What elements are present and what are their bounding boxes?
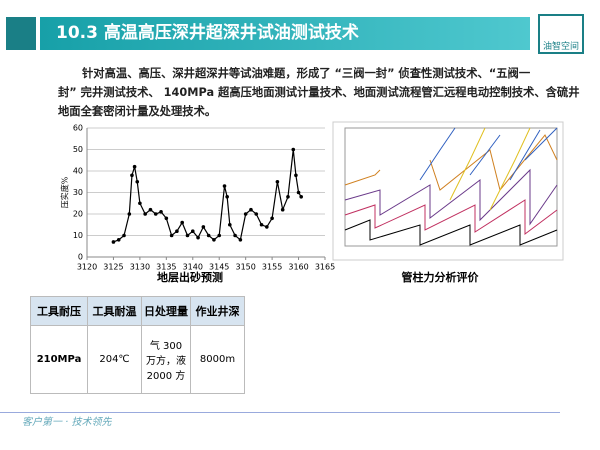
data-point — [164, 216, 169, 221]
right-figure-curves — [344, 127, 558, 247]
footer-line — [0, 412, 560, 413]
table-header: 工具耐压 — [29, 296, 89, 326]
data-point — [294, 173, 298, 178]
data-point — [148, 207, 153, 212]
data-point — [201, 225, 206, 229]
data-point — [270, 216, 274, 221]
x-tick-label: 3145 — [209, 263, 229, 272]
x-tick-label: 3125 — [103, 263, 123, 272]
y-tick-label: 40 — [73, 167, 83, 176]
paragraph-line: 地面全套密闭计量及处理技术。 — [58, 105, 217, 118]
data-point — [212, 238, 216, 242]
data-point — [259, 222, 264, 227]
paragraph-line: 针对高温、高压、深井超深井等试油难题，形成了 “三阀一封” 侦查性测试技术、“五… — [82, 67, 531, 80]
logo: 油智空间 — [538, 14, 584, 54]
data-point — [116, 238, 121, 242]
y-tick-label: 20 — [73, 210, 83, 219]
y-tick-label: 50 — [73, 145, 83, 154]
data-point — [185, 233, 190, 238]
x-tick-label: 3165 — [315, 263, 335, 272]
data-point — [138, 201, 142, 206]
spec-table: 工具耐压 工具耐温 日处理量 作业井深 210MPa 204℃ 气 300 万方… — [29, 296, 245, 394]
data-point — [180, 220, 184, 225]
data-point — [196, 235, 200, 240]
data-point — [132, 164, 137, 169]
data-point — [238, 238, 243, 242]
data-point — [254, 212, 259, 216]
table-header: 日处理量 — [141, 296, 191, 326]
paragraph-line: 封” 完井测试技术、 140MPa 超高压地面测试计量技术、地面测试流程管汇远程… — [58, 86, 580, 99]
header-title: 10.3 高温高压深井超深井试油测试技术 — [56, 23, 359, 43]
data-point — [122, 233, 126, 238]
x-tick-label: 3130 — [130, 263, 150, 272]
table-cell: 8000m — [190, 325, 245, 394]
x-tick-label: 3140 — [183, 263, 203, 272]
data-point — [243, 212, 248, 216]
x-tick-label: 3150 — [235, 263, 255, 272]
table-header: 作业井深 — [190, 296, 245, 326]
x-tick-label: 3135 — [156, 263, 176, 272]
y-tick-label: 60 — [73, 124, 83, 133]
data-point — [222, 184, 227, 188]
table-cell: 204℃ — [87, 325, 142, 394]
data-point — [249, 207, 253, 212]
table-cell: 210MPa — [29, 325, 89, 394]
data-point — [143, 212, 147, 216]
data-line — [113, 149, 302, 243]
data-point — [135, 179, 140, 184]
y-tick-label: 30 — [73, 188, 83, 197]
data-point — [130, 173, 134, 178]
data-point — [225, 195, 229, 199]
x-tick-label: 3155 — [262, 263, 282, 272]
data-point — [159, 210, 163, 214]
header-bar — [40, 17, 530, 50]
footer-text: 客户第一 · 技术领先 — [22, 417, 112, 428]
data-point — [217, 233, 222, 238]
data-point — [286, 195, 290, 199]
data-point — [265, 225, 269, 229]
data-point — [111, 240, 116, 244]
data-point — [296, 190, 301, 195]
data-point — [299, 195, 304, 199]
table-cell: 气 300 万方，液 2000 方 — [141, 325, 191, 394]
x-tick-label: 3160 — [288, 263, 308, 272]
right-figure-frame — [332, 121, 564, 261]
header-icon — [6, 17, 36, 50]
table-header: 工具耐温 — [87, 296, 142, 326]
data-point — [190, 229, 195, 233]
data-point — [275, 179, 280, 184]
data-point — [127, 212, 132, 216]
y-tick-label: 10 — [73, 231, 83, 240]
data-point — [228, 222, 232, 227]
y-tick-label: 0 — [78, 253, 83, 262]
data-point — [169, 233, 174, 238]
data-point — [206, 233, 211, 238]
data-point — [291, 147, 296, 152]
x-tick-label: 3120 — [77, 263, 97, 272]
paragraph: 针对高温、高压、深井超深井等试油难题，形成了 “三阀一封” 侦查性测试技术、“五… — [58, 64, 580, 121]
data-point — [175, 229, 179, 233]
data-point — [153, 212, 158, 216]
caption: 管柱力分析评价 — [402, 270, 480, 284]
data-point — [280, 207, 285, 212]
y-axis-label: 压实度% — [60, 176, 70, 208]
caption: 地层出砂预测 — [157, 270, 223, 284]
data-point — [233, 233, 237, 238]
